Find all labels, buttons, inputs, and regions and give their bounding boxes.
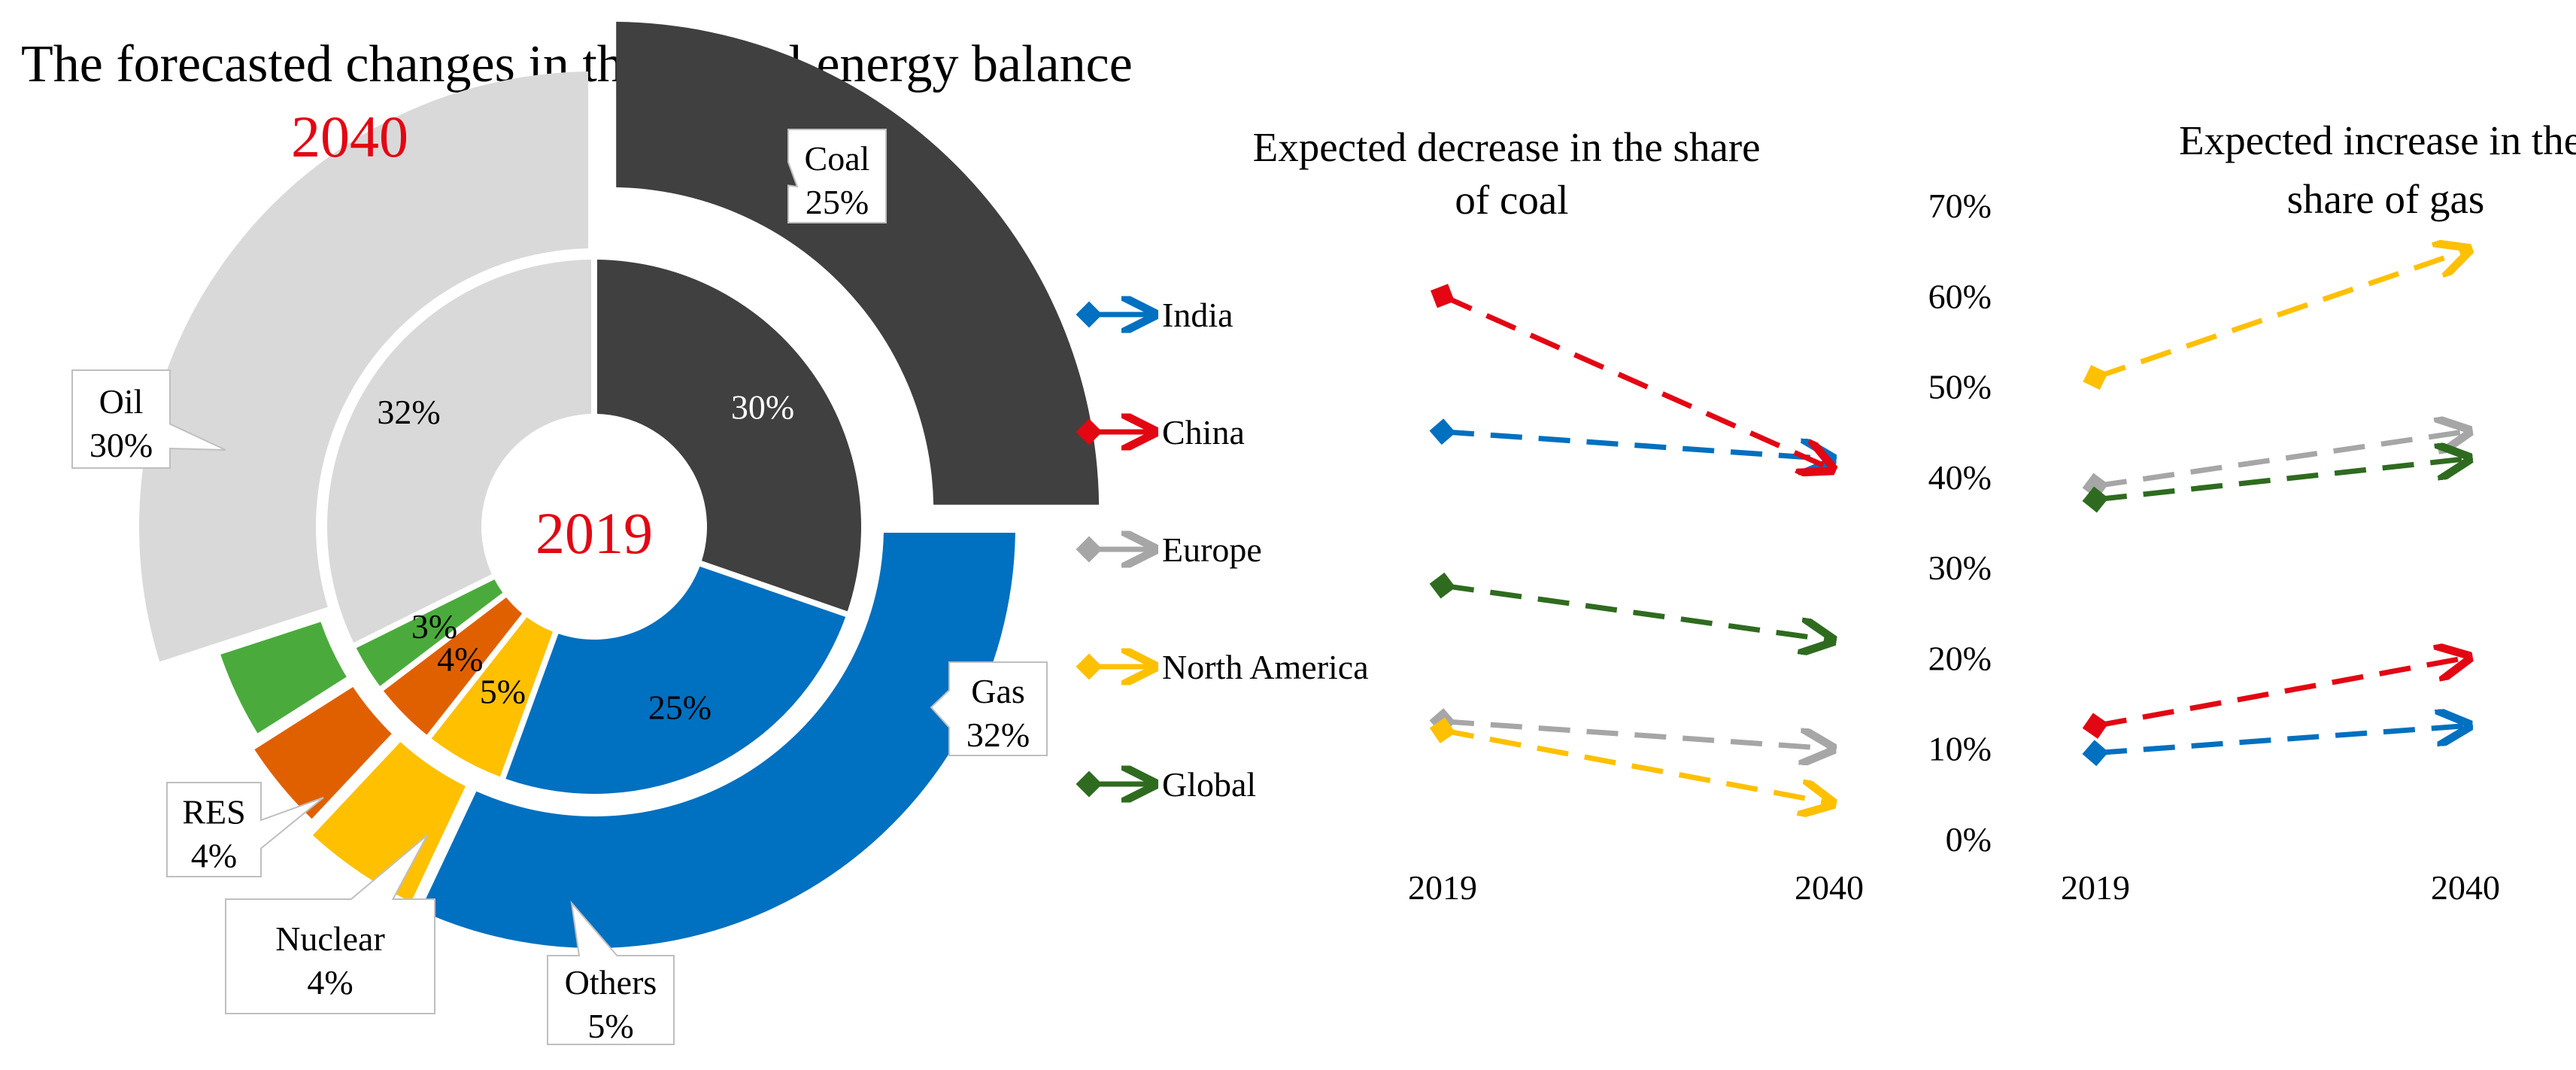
callout-gas: Gas 32% xyxy=(930,661,1048,756)
gas-share-chart: Expected increase in the share of gas 0%… xyxy=(1928,117,2576,907)
gas-line-europe xyxy=(2095,432,2465,486)
inner-slice-oil xyxy=(327,260,592,643)
inner-slice-gas xyxy=(505,566,846,794)
inner-label-oil: 32% xyxy=(377,393,440,431)
legend-label-india: India xyxy=(1162,296,1233,334)
legend-label-china: China xyxy=(1162,413,1245,451)
legend-label-north-america: North America xyxy=(1162,648,1369,686)
inner-label-nuclear: 4% xyxy=(437,640,483,678)
coal-chart-title: Expected decrease in the share of coal xyxy=(1253,124,1771,223)
gas-y-tick-70: 70% xyxy=(1928,187,1992,225)
gas-y-tick-10: 10% xyxy=(1928,730,1992,768)
callout-name-res: RES xyxy=(182,793,245,831)
gas-line-india xyxy=(2095,726,2465,753)
callout-value-oil: 30% xyxy=(90,426,153,464)
outer-slice-gas xyxy=(420,532,1015,949)
outer-slice-res xyxy=(220,622,347,734)
callout-nuclear: Nuclear 4% xyxy=(225,834,435,1014)
outer-ring-year-label: 2040 xyxy=(291,104,408,169)
inner-label-gas: 25% xyxy=(648,688,712,726)
callout-name-nuclear: Nuclear xyxy=(275,920,385,958)
callout-value-gas: 32% xyxy=(966,716,1030,754)
coal-line-global xyxy=(1443,585,1829,640)
inner-label-res: 3% xyxy=(411,607,457,646)
legend-item-north-america: North America xyxy=(1089,648,1369,686)
gas-line-global xyxy=(2095,459,2465,500)
outer-slice-oil xyxy=(139,71,589,662)
inner-slice-res xyxy=(356,579,503,686)
inner-ring-year-label: 2019 xyxy=(536,500,653,566)
outer-slice-others xyxy=(312,742,466,902)
coal-line-north-america xyxy=(1443,731,1829,803)
callout-coal: Coal 25% xyxy=(787,129,887,223)
callout-box-coal xyxy=(787,129,887,223)
gas-y-tick-60: 60% xyxy=(1928,277,1992,315)
callout-value-res: 4% xyxy=(191,837,237,875)
legend-item-china: China xyxy=(1089,413,1245,451)
callout-name-coal: Coal xyxy=(805,139,870,178)
legend-item-india: India xyxy=(1089,296,1233,334)
callout-name-oil: Oil xyxy=(99,382,144,421)
callout-res: RES 4% xyxy=(166,782,324,877)
series-legend: India China Europe North America Global xyxy=(1089,296,1369,804)
gas-line-north-america xyxy=(2095,251,2465,377)
callout-box-nuclear xyxy=(225,834,435,1014)
gas-y-axis-ticks: 0% 10% 20% 30% 40% 50% 60% 70% xyxy=(1928,187,1992,859)
inner-label-coal: 30% xyxy=(731,388,794,426)
legend-label-europe: Europe xyxy=(1162,530,1262,569)
inner-label-others: 5% xyxy=(480,672,526,710)
callout-oil: Oil 30% xyxy=(71,369,226,469)
callout-box-gas xyxy=(930,661,1048,756)
gas-y-tick-30: 30% xyxy=(1928,549,1992,587)
legend-item-global: Global xyxy=(1089,765,1256,804)
callout-box-res xyxy=(166,782,324,877)
callout-box-others xyxy=(547,900,675,1045)
callout-value-others: 5% xyxy=(587,1007,633,1045)
gas-y-tick-0: 0% xyxy=(1946,820,1992,859)
callout-value-coal: 25% xyxy=(806,183,869,221)
gas-line-china xyxy=(2095,658,2465,725)
outer-slice-nuclear xyxy=(254,687,392,819)
donut-ring-2040 xyxy=(139,21,1100,949)
gas-y-tick-40: 40% xyxy=(1928,458,1992,497)
gas-x-tick-2040: 2040 xyxy=(2431,868,2500,907)
callout-box-oil xyxy=(71,369,226,469)
donut-ring-2040-callouts: Coal 25% Gas 32% Others 5% Nuclear 4% RES 4% Oil 30… xyxy=(71,129,1048,1045)
coal-line-europe xyxy=(1443,722,1829,749)
coal-line-china xyxy=(1443,296,1829,468)
inner-slice-nuclear xyxy=(383,597,523,735)
coal-x-tick-2040: 2040 xyxy=(1795,868,1864,907)
inner-slice-coal xyxy=(596,260,861,612)
gas-chart-title: Expected increase in the share of gas xyxy=(2179,117,2576,222)
callout-name-others: Others xyxy=(565,963,657,1002)
callout-value-nuclear: 4% xyxy=(307,963,353,1002)
legend-item-europe: Europe xyxy=(1089,530,1262,569)
coal-share-chart: Expected decrease in the share of coal 2… xyxy=(1253,124,1864,907)
legend-label-global: Global xyxy=(1162,765,1256,804)
gas-y-tick-50: 50% xyxy=(1928,368,1992,406)
donut-ring-2019-labels: 30% 25% 5%4%3% 32% xyxy=(377,388,794,726)
donut-ring-2019 xyxy=(327,260,861,794)
coal-x-tick-2019: 2019 xyxy=(1408,868,1477,907)
inner-slice-others xyxy=(431,617,553,777)
coal-line-india xyxy=(1443,432,1829,459)
callout-others: Others 5% xyxy=(547,900,675,1045)
energy-donut-chart: 30%25%5%4%3%32% Coal25%Gas32%Others5%Nuc… xyxy=(71,21,1100,1045)
gas-x-tick-2019: 2019 xyxy=(2061,868,2130,907)
gas-y-tick-20: 20% xyxy=(1928,639,1992,677)
callout-name-gas: Gas xyxy=(971,672,1025,710)
outer-slice-coal xyxy=(616,21,1100,505)
